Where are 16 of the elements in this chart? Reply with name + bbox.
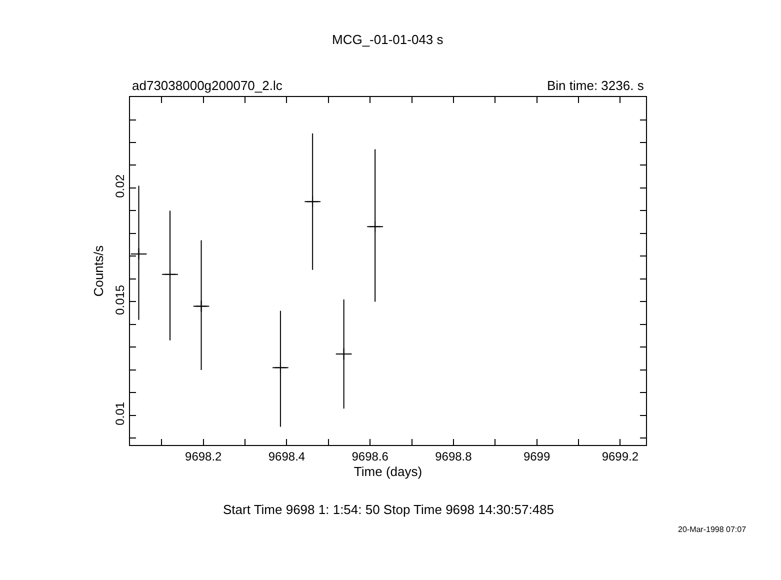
y-tick-label: 0.015 [113, 284, 128, 315]
text: 20-Mar-1998 07:07 [678, 525, 747, 534]
x-axis-title: Time (days) [354, 464, 422, 479]
text: Bin time: 3236. s [547, 78, 644, 93]
chart-title: MCG_-01-01-043 s [332, 32, 444, 47]
y-axis-title: Counts/s [91, 244, 106, 297]
x-tick-label: 9698.2 [185, 449, 222, 464]
text: Start Time 9698 1: 1:54: 50 Stop Time 9698 14:30:57:485 [223, 502, 554, 517]
y-tick-label: 0.01 [113, 402, 128, 426]
x-tick-label: 9699 [523, 449, 550, 464]
y-tick-label: 0.02 [113, 174, 128, 198]
chart-subtitle: ad73038000g200070_2.lc [132, 78, 283, 93]
x-tick-label: 9698.4 [268, 449, 306, 464]
x-tick-label: 9698.6 [352, 449, 389, 464]
x-tick-label: 9698.8 [435, 449, 472, 464]
x-tick-label: 9699.2 [602, 449, 639, 464]
